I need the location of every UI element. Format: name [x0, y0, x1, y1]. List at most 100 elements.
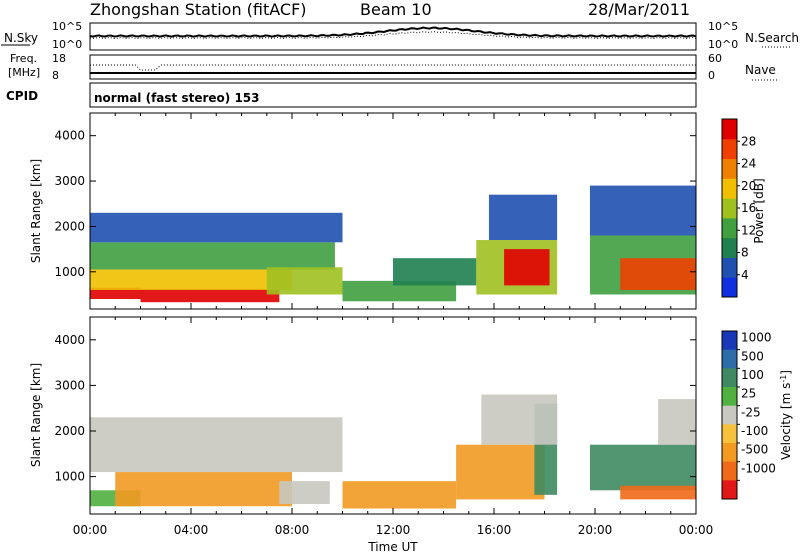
x-tick-label: 00:00: [73, 523, 108, 537]
x-axis-ticks: 00:00 04:00 08:00 12:00 16:00 20:00 00:00: [73, 523, 714, 537]
velocity-colorbar-segment: [722, 405, 737, 425]
heatmap-region: [620, 485, 696, 500]
freq-right-tick-top: 60: [708, 52, 722, 65]
noise-right-tick-bottom: 10^0: [708, 38, 738, 51]
y-tick-label: 4000: [54, 129, 85, 143]
heatmap-region: [140, 289, 280, 303]
velocity-colorbar-segment: [722, 331, 737, 351]
velocity-colorbar-segment: [722, 461, 737, 481]
freq-left-tick-top: 18: [52, 52, 66, 65]
freq-left-unit: [MHz]: [8, 66, 40, 79]
velocity-colorbar-tick-label: -25: [741, 405, 761, 419]
velocity-colorbar-segment: [722, 387, 737, 407]
x-axis-label: Time UT: [367, 540, 418, 554]
velocity-colorbar-tick-label: -500: [741, 443, 768, 457]
heatmap-region: [393, 258, 477, 286]
power-y-axis-label: Slant Range [km]: [29, 159, 43, 263]
power-colorbar-tick-label: 24: [741, 157, 756, 171]
heatmap-region: [90, 287, 141, 300]
x-tick-label: 00:00: [679, 523, 714, 537]
heatmap-region: [620, 258, 696, 290]
velocity-colorbar-tick-label: 1000: [741, 331, 772, 345]
heatmap-region: [589, 185, 696, 236]
noise-left-label: N.Sky: [4, 31, 38, 45]
y-tick-label: 1000: [54, 470, 85, 484]
noise-right-label: N.Search: [745, 31, 799, 45]
velocity-panel: 1000 2000 3000 4000: [54, 316, 697, 515]
freq-left-label: Freq.: [10, 52, 37, 65]
y-tick-label: 2000: [54, 219, 85, 233]
heatmap-region: [90, 212, 343, 243]
heatmap-region: [504, 249, 550, 286]
velocity-colorbar-tick-label: 100: [741, 368, 764, 382]
velocity-colorbar-segment: [722, 424, 737, 444]
power-colorbar-segment: [722, 257, 737, 278]
power-colorbar-tick-label: 4: [741, 268, 749, 282]
y-tick-label: 3000: [54, 378, 85, 392]
power-colorbar-segment: [722, 178, 737, 199]
cpid-frame: [89, 82, 697, 108]
freq-panel-frame: [89, 54, 697, 80]
power-colorbar-tick-label: 16: [741, 201, 756, 215]
heatmap-region: [279, 481, 330, 504]
cpid-text: normal (fast stereo) 153: [94, 91, 260, 105]
noise-left-tick-top: 10^5: [52, 20, 82, 33]
x-tick-label: 16:00: [477, 523, 512, 537]
heatmap-region: [90, 242, 335, 270]
velocity-colorbar-frame: [721, 330, 738, 500]
beam-label: Beam 10: [360, 0, 432, 19]
velocity-colorbar-tick-label: 25: [741, 387, 756, 401]
nave-line: [90, 64, 696, 71]
power-panel: 1000 2000 3000 4000: [54, 112, 697, 310]
x-tick-label: 20:00: [578, 523, 613, 537]
power-colorbar-segment: [722, 198, 737, 219]
velocity-colorbar-label: Velocity [m s-1]: [779, 370, 794, 460]
velocity-colorbar-segment: [722, 480, 737, 500]
y-tick-label: 1000: [54, 265, 85, 279]
heatmap-region: [488, 194, 558, 241]
heatmap-region: [342, 481, 457, 509]
heatmap-region: [266, 267, 343, 295]
heatmap-region: [115, 472, 292, 507]
power-colorbar-segment: [722, 119, 737, 140]
station-title: Zhongshan Station (fitACF): [90, 0, 307, 19]
power-colorbar: 4 8 12 16 20 24 28: [721, 118, 756, 298]
velocity-y-axis-label: Slant Range [km]: [29, 363, 43, 467]
y-tick-label: 2000: [54, 424, 85, 438]
heatmap-region: [481, 394, 558, 445]
velocity-colorbar-tick-label: -100: [741, 424, 768, 438]
freq-left-tick-bottom: 8: [52, 69, 59, 82]
noise-left-tick-bottom: 10^0: [52, 38, 82, 51]
velocity-colorbar-segment: [722, 349, 737, 369]
noise-search-line: [89, 31, 697, 39]
x-tick-label: 08:00: [275, 523, 310, 537]
y-tick-label: 3000: [54, 174, 85, 188]
heatmap-region: [90, 417, 343, 473]
heatmap-region: [342, 280, 457, 302]
noise-sky-line: [89, 26, 697, 38]
heatmap-region: [456, 444, 545, 500]
velocity-colorbar-tick-label: -1000: [741, 461, 776, 475]
x-tick-label: 04:00: [174, 523, 209, 537]
power-colorbar-segment: [722, 158, 737, 179]
heatmap-region: [589, 444, 696, 491]
heatmap-region: [658, 399, 696, 445]
velocity-colorbar-segment: [722, 443, 737, 463]
power-colorbar-segment: [722, 277, 737, 298]
velocity-colorbar: 1000 500 100 25 -25 -100 -500 -1000: [721, 330, 776, 500]
velocity-colorbar-segment: [722, 368, 737, 388]
power-colorbar-tick-label: 8: [741, 246, 749, 260]
freq-right-tick-bottom: 0: [708, 69, 715, 82]
cpid-label: CPID: [6, 89, 38, 103]
nave-label: Nave: [745, 63, 776, 77]
heatmap-region: [90, 269, 292, 290]
power-colorbar-segment: [722, 138, 737, 160]
power-colorbar-segment: [722, 237, 737, 258]
power-colorbar-tick-label: 12: [741, 223, 756, 237]
power-colorbar-tick-label: 20: [741, 179, 756, 193]
x-tick-label: 12:00: [376, 523, 411, 537]
power-colorbar-label: Power [dB]: [752, 178, 766, 243]
noise-right-tick-top: 10^5: [708, 20, 738, 33]
velocity-colorbar-tick-label: 500: [741, 349, 764, 363]
